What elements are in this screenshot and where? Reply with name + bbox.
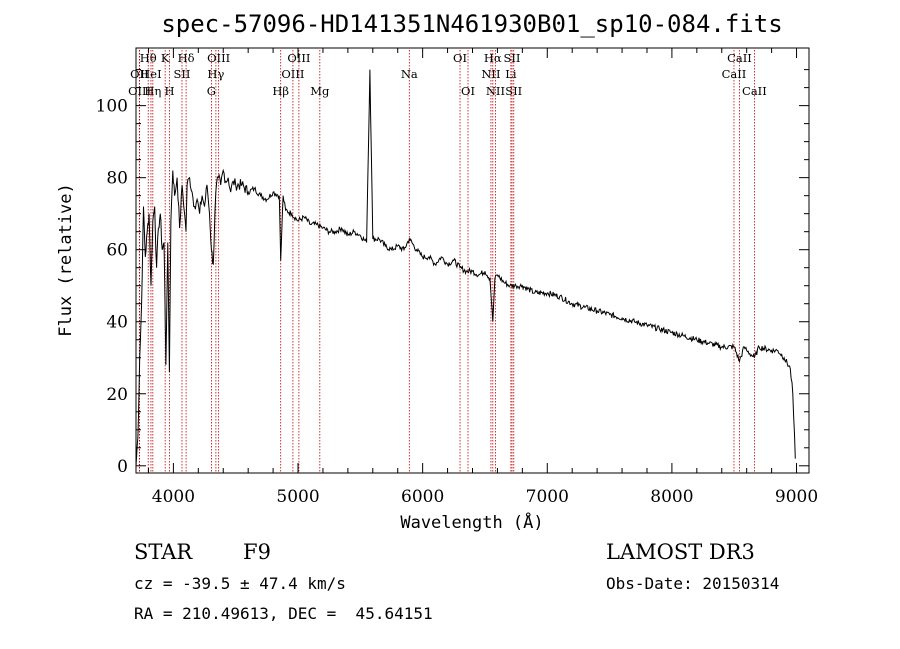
- observation-date: Obs-Date: 20150314: [606, 574, 780, 593]
- spectral-line-label: SII: [505, 84, 522, 98]
- spectral-line-label: Na: [401, 67, 418, 81]
- spectral-line-label: CaII: [727, 51, 752, 65]
- spectral-line-labels: Hθ OII OIII HeI Hη K SII H Hδ OIII Hγ G OIII OIII Hβ Mg…: [128, 51, 767, 98]
- spectral-line-label: CaII: [722, 67, 747, 81]
- survey-name: LAMOST DR3: [606, 540, 755, 564]
- spectrum-series-line: [135, 69, 796, 466]
- spectral-line-label: G: [207, 84, 216, 98]
- y-axis-label: Flux (relative): [56, 183, 76, 337]
- spectral-line-label: OI: [453, 51, 467, 65]
- y-axis-ticks: 0 20 40 60 80 100: [96, 69, 809, 477]
- spectral-line-label: OI: [461, 84, 475, 98]
- x-axis-label: Wavelength (Å): [400, 511, 543, 533]
- spectral-line-label: H: [165, 84, 175, 98]
- x-tick-label: 4000: [152, 487, 195, 507]
- spectral-line-label: Mg: [310, 84, 330, 98]
- spectral-line-label: Hθ: [140, 51, 157, 65]
- spectral-line-label: Hα: [484, 51, 502, 65]
- spectral-line-label: Li: [505, 67, 517, 81]
- chart-title: spec-57096-HD141351N461930B01_sp10-084.f…: [161, 10, 782, 38]
- spectral-line-label: Hδ: [178, 51, 195, 65]
- x-tick-label: 8000: [650, 487, 693, 507]
- y-tick-label: 60: [106, 241, 128, 261]
- spectral-line-label: Hβ: [272, 84, 289, 98]
- x-tick-label: 6000: [401, 487, 444, 507]
- spectral-line-label: OIII: [128, 84, 151, 98]
- object-subclass: F9: [243, 540, 271, 564]
- redshift-readout: cz = -39.5 ± 47.4 km/s: [134, 574, 346, 593]
- spectral-line-label: NII: [486, 84, 505, 98]
- spectral-line-label: Hη: [144, 84, 161, 98]
- x-tick-label: 7000: [526, 487, 569, 507]
- spectral-line-label: OIII: [281, 67, 304, 81]
- x-tick-label: 9000: [775, 487, 818, 507]
- y-tick-label: 40: [106, 313, 128, 333]
- spectral-line-label: OIII: [287, 51, 310, 65]
- spectral-line-label: NII: [481, 67, 500, 81]
- spectral-line-label: OIII: [207, 51, 230, 65]
- spectral-line-label: Hγ: [207, 67, 224, 81]
- x-axis-ticks: 4000 5000 6000 7000 8000 9000: [147, 48, 818, 507]
- spectral-line-label: SII: [504, 51, 521, 65]
- y-tick-label: 20: [106, 385, 128, 405]
- spectral-line-markers: [138, 50, 755, 473]
- y-tick-label: 100: [96, 97, 128, 117]
- y-tick-label: 80: [106, 169, 128, 189]
- spectral-line-label: K: [161, 51, 170, 65]
- object-class: STAR: [134, 540, 193, 564]
- coordinates-readout: RA = 210.49613, DEC = 45.64151: [134, 604, 433, 623]
- spectral-line-label: CaII: [742, 84, 767, 98]
- x-tick-label: 5000: [276, 487, 319, 507]
- spectral-line-label: OII: [130, 67, 149, 81]
- spectral-line-label: HeI: [140, 67, 161, 81]
- spectral-line-label: SII: [174, 67, 191, 81]
- plot-frame: [135, 47, 810, 474]
- y-tick-label: 0: [117, 457, 128, 477]
